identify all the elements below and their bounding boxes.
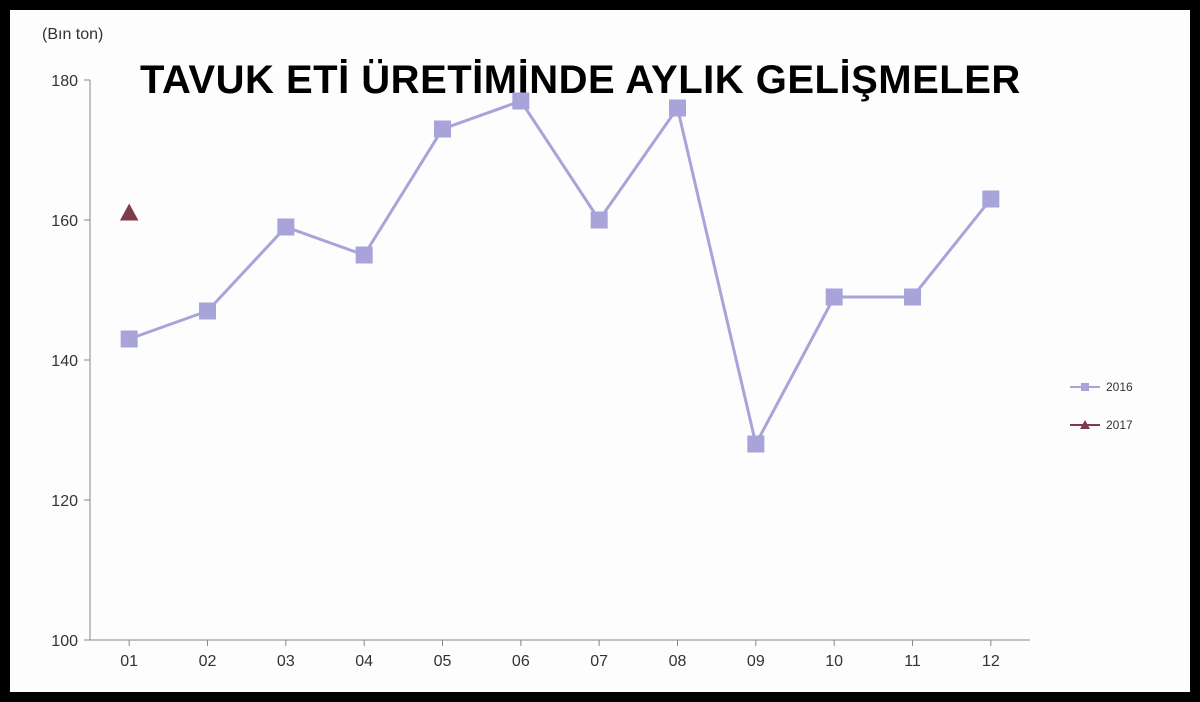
x-tick-label: 05 [434, 653, 452, 670]
data-point [748, 436, 764, 452]
data-point [121, 331, 137, 347]
x-tick-label: 01 [120, 653, 138, 670]
x-tick-label: 07 [590, 653, 608, 670]
data-point [278, 219, 294, 235]
data-point [513, 93, 529, 109]
data-point [435, 121, 451, 137]
y-tick-label: 160 [51, 213, 78, 230]
legend-item: 2017 [1070, 418, 1133, 432]
x-tick-label: 03 [277, 653, 295, 670]
chart-frame: (Bın ton) TAVUK ETİ ÜRETİMİNDE AYLIK GEL… [0, 0, 1200, 702]
x-tick-label: 09 [747, 653, 765, 670]
data-point [121, 205, 138, 220]
legend-marker-square-icon [1081, 383, 1089, 391]
x-tick-label: 12 [982, 653, 1000, 670]
legend-line-icon [1070, 386, 1100, 388]
x-tick-label: 04 [355, 653, 373, 670]
y-tick-label: 120 [51, 493, 78, 510]
data-point [591, 212, 607, 228]
x-tick-label: 06 [512, 653, 530, 670]
legend-line-icon [1070, 424, 1100, 426]
legend-label: 2016 [1106, 380, 1133, 394]
data-point [356, 247, 372, 263]
x-tick-label: 11 [904, 653, 921, 670]
legend-item: 2016 [1070, 380, 1133, 394]
legend-marker-triangle-icon [1080, 420, 1090, 429]
plot-area: 100 120 140 160 180 01 02 03 04 05 06 07 08 09 10 11 12 [10, 10, 1190, 692]
data-point [670, 100, 686, 116]
x-tick-label: 10 [825, 653, 843, 670]
y-tick-label: 100 [51, 633, 78, 650]
legend: 2016 2017 [1070, 380, 1133, 456]
y-tick-label: 180 [51, 73, 78, 90]
x-tick-label: 08 [669, 653, 687, 670]
data-point [905, 289, 921, 305]
legend-label: 2017 [1106, 418, 1133, 432]
data-point [200, 303, 216, 319]
data-point [826, 289, 842, 305]
series-line-2016 [129, 101, 991, 444]
x-tick-label: 02 [199, 653, 217, 670]
data-point [983, 191, 999, 207]
y-tick-label: 140 [51, 353, 78, 370]
